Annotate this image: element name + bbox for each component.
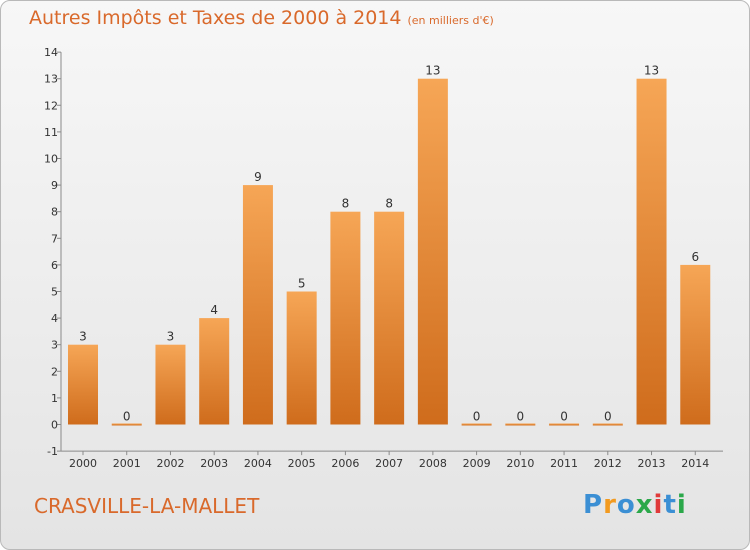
proxiti-logo: Proxiti (583, 490, 687, 520)
bar (636, 78, 667, 425)
y-tick-label: 4 (51, 312, 58, 325)
data-label: 5 (298, 277, 306, 291)
data-label: 0 (560, 410, 568, 424)
logo-letter: t (663, 490, 677, 520)
y-tick-label: 2 (51, 365, 58, 378)
commune-name: CRASVILLE-LA-MALLET (34, 494, 260, 518)
data-labels: 3 0 3 4 9 5 8 8 13 0 0 0 0 13 6 (79, 64, 699, 424)
title-unit: (en milliers d'€) (407, 14, 494, 27)
x-tick-label: 2011 (550, 457, 578, 470)
y-tick-label: 12 (44, 99, 58, 112)
bar (680, 264, 711, 425)
data-label: 8 (385, 197, 393, 211)
logo-letter: i (676, 490, 687, 520)
bars (68, 78, 711, 426)
bar (374, 211, 405, 425)
y-tick-label: 6 (51, 259, 58, 272)
logo-letter: r (603, 490, 617, 520)
y-tick-label: 11 (44, 126, 58, 139)
y-tick-label: 7 (51, 232, 58, 245)
logo-letter: x (635, 490, 654, 520)
y-tick-label: 3 (51, 339, 58, 352)
y-tick-label: 14 (44, 46, 58, 59)
x-tick-label: 2014 (681, 457, 709, 470)
bar (330, 211, 361, 425)
bar (199, 318, 230, 425)
data-label: 0 (517, 410, 525, 424)
logo-letter: P (583, 490, 604, 520)
x-tick-label: 2008 (419, 457, 447, 470)
y-tick-label: 9 (51, 179, 58, 192)
data-label: 9 (254, 170, 262, 184)
bar (549, 423, 580, 426)
data-label: 6 (691, 250, 699, 264)
data-label: 0 (123, 410, 131, 424)
bar (242, 185, 273, 425)
bar (417, 78, 448, 425)
data-label: 13 (644, 64, 659, 78)
x-tick-label: 2001 (113, 457, 141, 470)
bar (111, 423, 142, 426)
data-label: 8 (342, 197, 350, 211)
data-label: 3 (167, 330, 175, 344)
y-tick-label: 8 (51, 206, 58, 219)
x-tick-label: 2003 (200, 457, 228, 470)
logo-letter: i (653, 490, 664, 520)
bar (505, 423, 536, 426)
y-tick-label: 5 (51, 286, 58, 299)
y-tick-label: 1 (51, 392, 58, 405)
data-label: 4 (210, 303, 218, 317)
logo-letter: o (616, 490, 636, 520)
y-tick-label: 13 (44, 73, 58, 86)
x-tick-label: 2012 (594, 457, 622, 470)
x-tick-label: 2009 (463, 457, 491, 470)
chart-title: Autres Impôts et Taxes de 2000 à 2014 (en… (29, 7, 494, 29)
data-label: 0 (473, 410, 481, 424)
bar (68, 344, 98, 425)
data-label: 13 (425, 64, 440, 78)
x-tick-label: 2007 (375, 457, 403, 470)
bar (592, 423, 623, 426)
y-tick-label: -1 (47, 445, 58, 458)
x-tick-label: 2002 (156, 457, 184, 470)
x-tick-label: 2005 (288, 457, 316, 470)
x-tick-label: 2010 (506, 457, 534, 470)
y-tick-label: 10 (44, 153, 58, 166)
data-label: 3 (79, 330, 87, 344)
x-tick-label: 2013 (638, 457, 666, 470)
x-tick-label: 2006 (331, 457, 359, 470)
title-text: Autres Impôts et Taxes de 2000 à 2014 (29, 7, 402, 29)
bar (461, 423, 492, 426)
x-tick-label: 2004 (244, 457, 272, 470)
y-tick-label: 0 (51, 419, 58, 432)
data-label: 0 (604, 410, 612, 424)
bar (155, 344, 186, 425)
bar (286, 291, 317, 425)
x-tick-label: 2000 (69, 457, 97, 470)
